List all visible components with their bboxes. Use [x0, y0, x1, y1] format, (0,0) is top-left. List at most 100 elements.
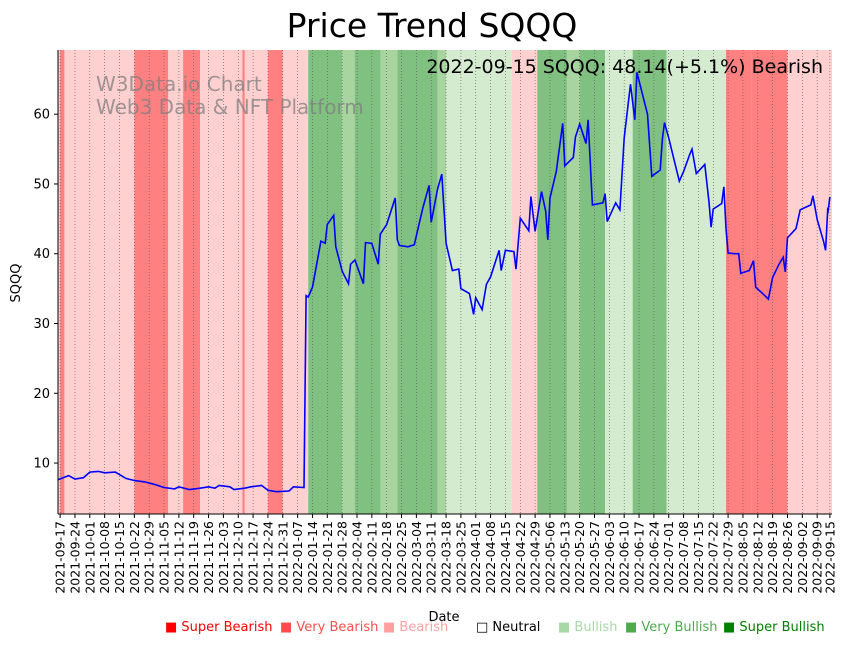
x-tick-label: 2021-11-12: [171, 521, 186, 594]
legend-item-bullish: ■ Bullish: [558, 620, 617, 635]
legend-marker-icon: ■: [280, 620, 297, 635]
x-tick-label: 2022-03-11: [424, 521, 439, 594]
legend-marker-icon: ■: [625, 620, 642, 635]
region-2: [134, 50, 169, 514]
x-tick-label: 2022-08-19: [765, 521, 780, 594]
x-tick-label: 2022-06-24: [646, 521, 661, 594]
legend-label: Super Bearish: [181, 620, 273, 635]
x-tick-label: 2022-04-01: [468, 521, 483, 594]
region-12: [354, 50, 381, 514]
x-tick-label: 2021-09-17: [53, 521, 68, 594]
region-15: [437, 50, 447, 514]
region-26: [787, 50, 832, 514]
x-tick-label: 2022-07-15: [691, 521, 706, 594]
x-tick-label: 2021-09-24: [67, 521, 82, 594]
region-14: [397, 50, 438, 514]
watermark-line-2: Web3 Data & NFT Platform: [96, 95, 364, 119]
region-18: [537, 50, 567, 514]
x-tick-label: 2022-04-08: [483, 521, 498, 594]
legend-marker-icon: ■: [165, 620, 182, 635]
x-tick-label: 2022-06-17: [632, 521, 647, 594]
legend-label: Super Bullish: [739, 620, 825, 635]
x-tick-label: 2022-08-12: [750, 521, 765, 594]
legend-marker-icon: ■: [383, 620, 400, 635]
region-3: [168, 50, 184, 514]
region-7: [242, 50, 245, 514]
x-tick-label: 2021-12-24: [260, 521, 275, 594]
x-tick-label: 2021-12-03: [216, 521, 231, 594]
x-tick-label: 2021-11-19: [186, 521, 201, 594]
x-tick-label: 2022-09-02: [795, 521, 810, 594]
x-tick-label: 2021-10-08: [97, 521, 112, 594]
legend-marker-icon: ■: [558, 620, 575, 635]
region-19: [566, 50, 580, 514]
legend-label: Very Bullish: [641, 620, 718, 635]
region-25: [751, 50, 788, 514]
x-tick-label: 2021-12-10: [231, 521, 246, 594]
x-tick-label: 2022-09-15: [822, 521, 837, 594]
x-tick-label: 2021-10-29: [142, 521, 157, 594]
y-axis-label: SQQQ: [9, 264, 24, 303]
y-tick-label: 60: [33, 108, 50, 123]
legend-label: Neutral: [492, 620, 541, 635]
region-5: [200, 50, 224, 514]
legend-item-very-bearish: ■ Very Bearish: [280, 620, 378, 635]
legend-label: Bearish: [399, 620, 449, 635]
legend-label: Bullish: [574, 620, 618, 635]
y-tick-label: 20: [33, 387, 50, 402]
x-tick-label: 2022-01-07: [290, 521, 305, 594]
legend-marker-icon: ■: [723, 620, 740, 635]
x-tick-label: 2021-11-05: [157, 521, 172, 594]
y-ticks: 10 20 30 40 50 60: [33, 108, 58, 472]
price-line: [57, 72, 831, 493]
x-tick-label: 2022-05-20: [572, 521, 587, 594]
legend-item-super-bullish: ■ Super Bullish: [723, 620, 825, 635]
x-tick-label: 2022-07-01: [661, 521, 676, 594]
region-23: [666, 50, 726, 514]
x-tick-label: 2022-04-15: [498, 521, 513, 594]
region-20: [579, 50, 606, 514]
y-tick-label: 40: [33, 247, 50, 262]
x-tick-label: 2022-03-25: [453, 521, 468, 594]
watermark-line-1: W3Data.io Chart: [96, 72, 262, 96]
region-17: [511, 50, 538, 514]
x-tick-label: 2022-01-28: [335, 521, 350, 594]
x-tick-label: 2022-03-18: [439, 521, 454, 594]
x-tick-label: 2022-08-05: [735, 521, 750, 594]
legend-label: Very Bearish: [296, 620, 379, 635]
x-tick-label: 2021-10-01: [82, 521, 97, 594]
x-tick-label: 2022-08-26: [780, 521, 795, 594]
x-tick-label: 2022-01-21: [320, 521, 335, 594]
region-16: [446, 50, 512, 514]
plot-area: W3Data.io Chart Web3 Data & NFT Platform…: [57, 50, 832, 514]
region-13: [386, 50, 398, 514]
legend-item-super-bearish: ■ Super Bearish: [165, 620, 273, 635]
x-tick-label: 2021-10-15: [112, 521, 127, 594]
chart-subtitle: 2022-09-15 SQQQ: 48.14(+5.1%) Bearish: [426, 56, 823, 78]
x-tick-label: 2022-07-29: [721, 521, 736, 594]
region-21: [605, 50, 633, 514]
sentiment-regions: [58, 50, 832, 514]
x-tick-label: 2022-06-10: [617, 521, 632, 594]
x-tick-label: 2022-05-13: [557, 521, 572, 594]
x-tick-label: 2022-09-09: [810, 521, 825, 594]
x-tick-label: 2022-02-11: [364, 521, 379, 594]
y-tick-label: 30: [33, 317, 50, 332]
region-4: [183, 50, 201, 514]
x-tick-label: 2022-06-03: [602, 521, 617, 594]
x-tick-label: 2022-03-04: [409, 521, 424, 594]
x-tick-label: 2021-12-31: [275, 521, 290, 594]
x-tick-label: 2022-01-14: [305, 521, 320, 594]
region-24: [725, 50, 752, 514]
x-tick-label: 2022-04-22: [513, 521, 528, 594]
region-22: [632, 50, 667, 514]
region-8: [267, 50, 283, 514]
legend-item-very-bullish: ■ Very Bullish: [625, 620, 717, 635]
x-tick-label: 2022-04-29: [528, 521, 543, 594]
x-tick-label: 2021-12-17: [246, 521, 261, 594]
chart-title: Price Trend SQQQ: [287, 6, 578, 45]
region-0: [58, 50, 135, 514]
x-tick-label: 2022-07-22: [706, 521, 721, 594]
x-axis-label: Date: [428, 610, 459, 625]
